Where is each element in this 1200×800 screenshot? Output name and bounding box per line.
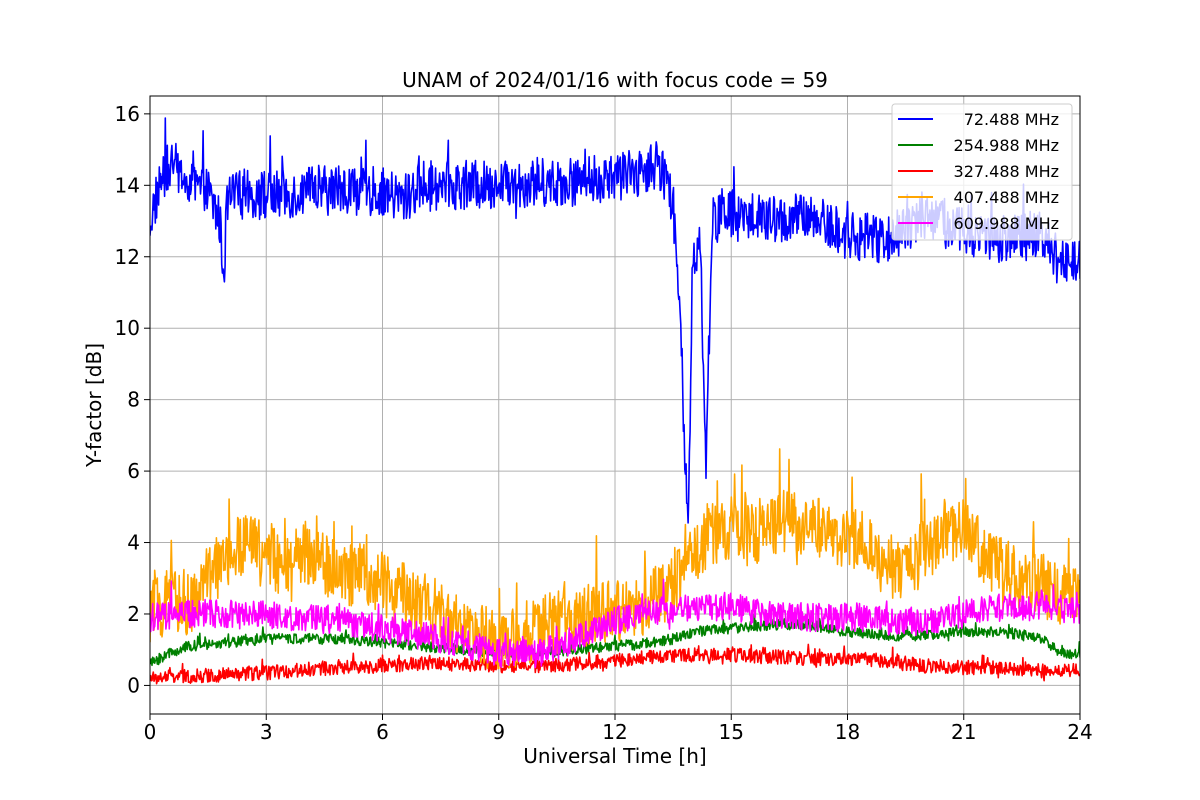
x-tick-label: 24	[1067, 720, 1092, 744]
y-tick-label: 8	[127, 388, 140, 412]
x-tick-label: 0	[144, 720, 157, 744]
x-tick-label: 9	[492, 720, 505, 744]
y-tick-label: 12	[115, 245, 140, 269]
x-axis-label: Universal Time [h]	[523, 744, 706, 768]
legend-label: 407.488 MHz	[954, 188, 1059, 207]
legend-box	[891, 103, 1073, 241]
y-axis-label: Y-factor [dB]	[82, 343, 106, 468]
series-line-5	[150, 578, 1080, 669]
legend-label: 254.988 MHz	[954, 136, 1059, 155]
x-tick-label: 12	[602, 720, 627, 744]
series-line-3	[150, 643, 1080, 685]
legend-label: 327.488 MHz	[954, 162, 1059, 181]
y-tick-label: 14	[115, 173, 140, 197]
y-tick-label: 4	[127, 531, 140, 555]
series-line-4	[150, 448, 1080, 670]
x-tick-label: 3	[260, 720, 273, 744]
legend: 72.488 MHz 254.988 MHz 327.488 MHz 407.488 …	[891, 103, 1073, 241]
x-tick-label: 21	[951, 720, 976, 744]
y-tick-label: 16	[115, 102, 140, 126]
legend-label: 72.488 MHz	[964, 110, 1059, 129]
y-axis: 0 2 4 6 8 10 12 14 16	[115, 102, 150, 697]
x-tick-label: 15	[719, 720, 744, 744]
y-tick-label: 10	[115, 316, 140, 340]
x-tick-label: 18	[835, 720, 860, 744]
chart-title: UNAM of 2024/01/16 with focus code = 59	[402, 68, 828, 92]
series-line-2	[150, 613, 1080, 667]
x-axis: 0 3 6 9 12 15 18 21 24	[144, 714, 1093, 744]
x-tick-label: 6	[376, 720, 389, 744]
y-tick-label: 2	[127, 602, 140, 626]
y-tick-label: 6	[127, 459, 140, 483]
legend-label: 609.988 MHz	[954, 214, 1059, 233]
y-tick-label: 0	[127, 673, 140, 697]
